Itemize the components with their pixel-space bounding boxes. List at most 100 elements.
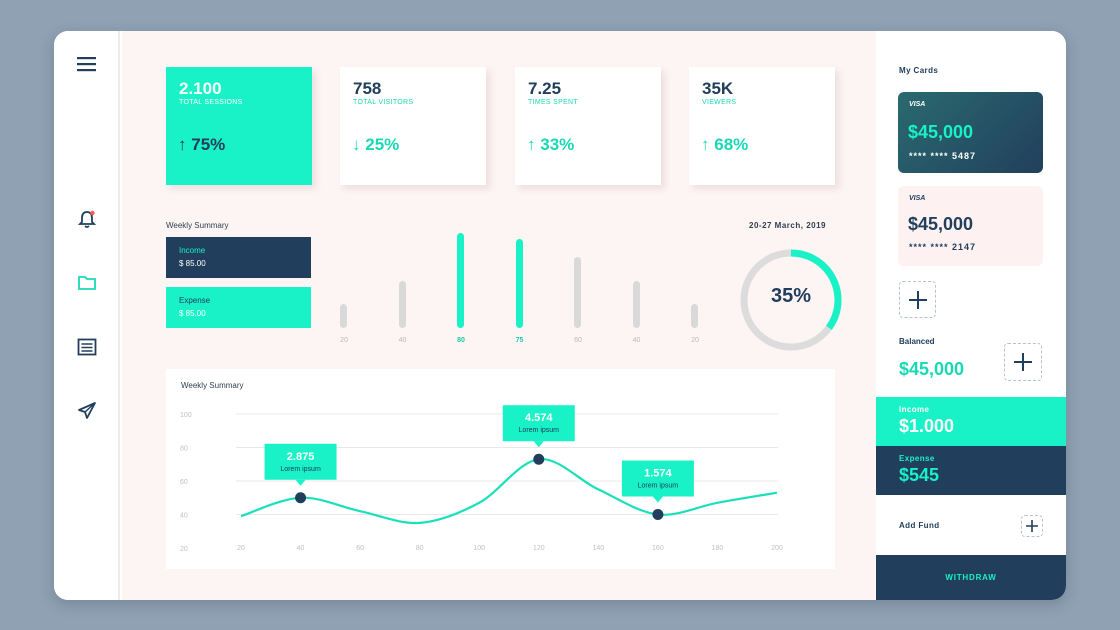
income-label: Income [899,405,930,414]
bar-label: 20 [340,337,348,344]
bar-label: 60 [574,337,582,344]
tooltip-text: Lorem ipsum [638,483,679,490]
progress-donut: 35% [736,245,846,355]
data-point [652,509,664,520]
x-tick-label: 60 [356,545,364,552]
list-icon[interactable] [75,335,99,359]
credit-card-5487[interactable]: VISA $45,000 **** **** 5487 [898,92,1043,173]
menu-icon[interactable] [75,52,99,76]
stat-card-total-visitors[interactable]: 758 TOTAL VISITORS ↓ 25% [340,67,486,185]
income-value: $1.000 [899,416,955,436]
y-tick-label: 80 [180,446,188,453]
bar-label: 75 [515,337,524,344]
expense-summary-box[interactable]: Expense $ 85.00 [166,287,311,328]
add-fund-button[interactable] [1021,515,1043,537]
bar-column[interactable]: 20 [685,231,705,351]
x-tick-label: 140 [592,545,604,552]
y-tick-label: 60 [180,479,188,486]
stat-value: 2.100 [179,79,222,98]
tooltip-value: 1.574 [644,468,672,480]
weekly-line-chart-card: Weekly Summary 100 80 60 40 20 20 40 60 80 100 120… [166,369,835,569]
line-series [240,458,778,525]
tooltip-box [621,460,694,497]
bar-label: 40 [398,337,407,344]
right-panel: My Cards VISA $45,000 **** **** 5487 VIS… [876,31,1066,600]
tooltip-box [502,405,575,442]
card-number: **** **** 2147 [909,242,977,252]
arrow-up-icon: ↑ [527,135,536,154]
bar-label: 40 [632,337,641,344]
balanced-label: Balanced [899,337,935,346]
visa-logo: VISA [909,101,926,108]
bar-column[interactable]: 80 [451,231,471,351]
card-number: **** **** 5487 [909,151,977,161]
bar-column[interactable]: 20 [334,231,354,351]
credit-card-2147[interactable]: VISA $45,000 **** **** 2147 [898,186,1043,266]
stat-change: ↑ 75% [178,135,226,154]
date-range: 20-27 March, 2019 [749,221,826,230]
bar-column[interactable]: 40 [627,231,647,351]
my-cards-title: My Cards [899,66,939,75]
bar [515,238,523,328]
tooltip-value: 4.574 [525,412,553,424]
x-tick-label: 180 [712,545,724,552]
add-card-button[interactable] [899,281,936,318]
stat-card-times-spent[interactable]: 7.25 TIMES SPENT ↑ 33% [515,67,661,185]
income-label: Income [179,246,206,255]
y-tick-label: 40 [180,513,188,520]
stat-label: TIMES SPENT [528,99,578,106]
x-tick-label: 40 [297,545,305,552]
withdraw-button[interactable]: WITHDRAW [876,555,1066,600]
bar-column[interactable]: 40 [393,231,413,351]
bar [457,233,464,328]
stat-value: 758 [353,79,382,98]
data-point [533,453,545,465]
tooltip-pointer [652,496,663,503]
add-fund-label: Add Fund [899,521,940,530]
expense-value: $ 85.00 [179,309,206,318]
send-icon[interactable] [75,399,99,423]
bell-icon[interactable] [75,207,99,231]
line-chart-title: Weekly Summary [181,381,244,390]
x-tick-label: 100 [473,545,485,552]
card-amount: $45,000 [908,214,974,234]
bar [574,256,581,328]
visa-logo: VISA [909,195,926,202]
balanced-value: $45,000 [899,359,965,379]
bar-label: 80 [457,337,465,344]
bar [691,304,698,328]
stat-value: 35K [702,79,734,98]
income-panel[interactable]: Income $1.000 [876,397,1066,446]
x-tick-label: 20 [237,545,245,552]
tooltip-box [264,443,337,480]
income-summary-box[interactable]: Income $ 85.00 [166,237,311,278]
withdraw-label: WITHDRAW [945,573,997,582]
folder-icon[interactable] [75,271,99,295]
x-tick-label: 80 [416,545,424,552]
x-tick-label: 120 [533,545,545,552]
donut-percent-label: 35% [770,285,812,307]
expense-value: $545 [899,465,940,485]
arrow-up-icon: ↑ [701,135,710,154]
bar-column[interactable]: 75 [510,231,530,351]
stat-card-total-sessions[interactable]: 2.100 TOTAL SESSIONS ↑ 75% [166,67,312,185]
stat-value: 7.25 [528,79,562,98]
weekly-summary-title: Weekly Summary [166,221,229,230]
bar [398,280,406,328]
card-amount: $45,000 [908,122,974,142]
bar [632,280,640,328]
bar [340,304,347,328]
add-balance-button[interactable] [1004,343,1042,381]
expense-panel[interactable]: Expense $545 [876,446,1066,495]
bar-column[interactable]: 60 [568,231,588,351]
arrow-up-icon: ↑ [178,135,187,154]
stat-change: ↓ 25% [352,135,400,154]
tooltip-text: Lorem ipsum [519,427,560,434]
y-tick-label: 100 [180,412,192,419]
tooltip-pointer [295,479,306,486]
stat-change: ↑ 33% [527,135,575,154]
plus-icon [908,290,927,309]
line-chart: 100 80 60 40 20 20 40 60 80 100 120 140 160 180 200 2.8… [180,405,783,553]
stat-card-viewers[interactable]: 35K VIEWERS ↑ 68% [689,67,835,185]
data-point [295,492,307,504]
